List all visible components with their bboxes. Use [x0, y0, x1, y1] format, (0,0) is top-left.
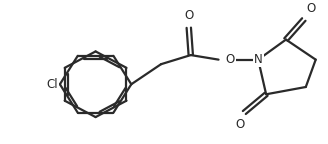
- Text: O: O: [184, 9, 194, 22]
- Text: O: O: [236, 118, 245, 131]
- Text: Cl: Cl: [46, 78, 58, 91]
- Text: O: O: [307, 2, 316, 15]
- Text: N: N: [254, 53, 263, 66]
- Text: O: O: [225, 53, 235, 66]
